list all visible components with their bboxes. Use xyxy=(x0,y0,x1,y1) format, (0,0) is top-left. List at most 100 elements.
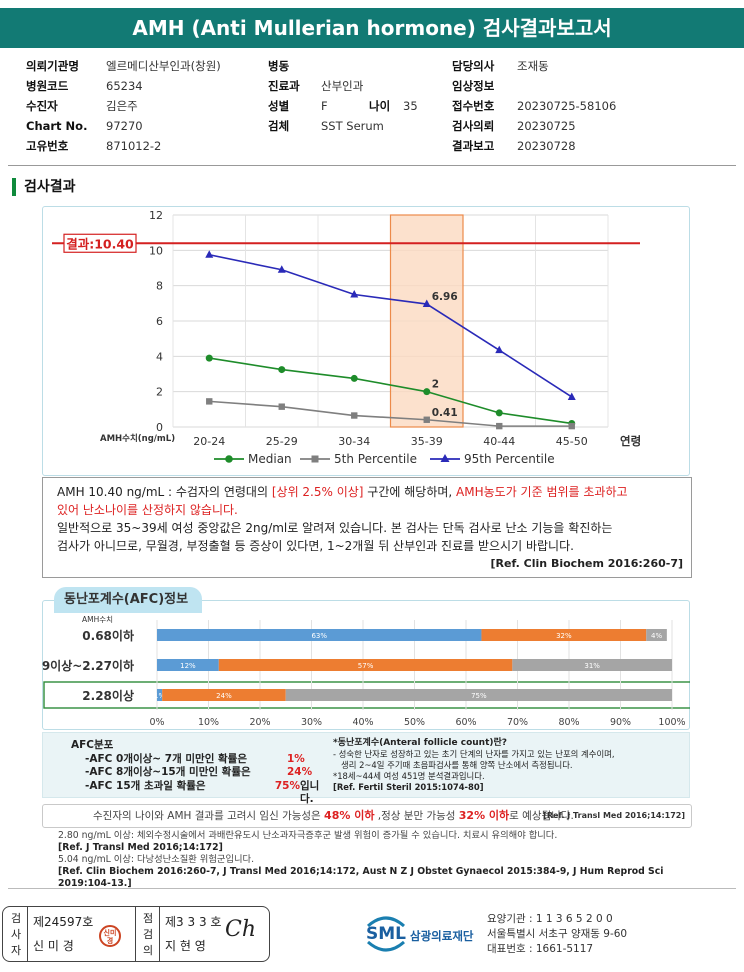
y-tick-label: 6 xyxy=(156,315,163,328)
afc-x-tick: 50% xyxy=(404,717,425,728)
reviewer-license: 제3 3 3 호 xyxy=(165,915,222,929)
y-tick-label: 2 xyxy=(156,386,163,399)
afc-x-tick: 60% xyxy=(455,717,476,728)
info-value: 20230725 xyxy=(517,119,576,133)
data-point xyxy=(567,392,576,400)
footer-divider xyxy=(8,888,736,889)
info-label: 진료과 xyxy=(268,79,300,93)
afc-bar-segment xyxy=(285,689,672,701)
patient-info-col1: 의뢰기관명 엘르메디산부인과(창원) 병원코드 65234 수진자 김은주 Chart No… xyxy=(26,56,276,156)
data-label: 6.96 xyxy=(432,291,458,303)
afc-bar-segment xyxy=(218,659,513,671)
info-value: SST Serum xyxy=(321,119,384,133)
afc-bar-segment xyxy=(481,629,647,641)
afc-def-line3: *18세~44세 여성 451명 분석결과입니다. xyxy=(333,771,485,781)
lab-phone: 대표번호 : 1661-5117 xyxy=(487,943,594,955)
data-point xyxy=(278,403,285,410)
y-tick-label: 8 xyxy=(156,280,163,293)
data-point xyxy=(277,265,286,273)
data-point xyxy=(495,345,504,354)
lab-code: 요양기관 : 1 1 3 6 5 2 0 0 xyxy=(487,913,613,925)
info-label: 성별 xyxy=(268,99,290,113)
y-axis-label: AMH수치(ng/mL) xyxy=(100,433,175,444)
y-tick-label: 10 xyxy=(149,244,163,257)
tester-stamp: 신미경 xyxy=(99,925,121,947)
info-row: 담당의사 조재동 xyxy=(452,56,722,76)
afc-stacked-bar-chart: AMH수치 0% 10% 20% 30% 40% 50% 60% 70% 80% 90% 100% 0.… xyxy=(42,615,690,728)
info-label: 검체 xyxy=(268,119,290,133)
series-line-95th-percentile xyxy=(209,253,573,398)
desc-line-1: AMH 10.40 ng/mL : 수검자의 연령대의 [상위 2.5% 이상]… xyxy=(57,485,628,499)
data-point xyxy=(351,412,358,419)
info-row: 성별 F xyxy=(268,96,448,116)
x-axis-suffix: 연령 xyxy=(620,434,641,448)
afc-segment-label: 75% xyxy=(471,692,487,700)
afc-row-label: 2.28이상 xyxy=(82,688,134,703)
afc-bar-segment xyxy=(157,689,163,701)
afc-x-tick: 80% xyxy=(558,717,579,728)
afc-def-line1: - 성숙한 난자로 성장하고 있는 초기 단계의 난자를 가지고 있는 난포의 … xyxy=(333,749,615,759)
afc-bar-segment xyxy=(512,659,672,671)
info-label: 임상정보 xyxy=(452,79,495,93)
y-tick-label: 0 xyxy=(156,421,163,434)
info-row: 병원코드 65234 xyxy=(26,76,276,96)
desc-line-3: 일반적으로 35~39세 여성 중앙값은 2ng/ml로 알려져 있습니다. 본… xyxy=(57,521,613,535)
afc-panel: AMH수치 0% 10% 20% 30% 40% 50% 60% 70% 80% 90% 100% 0.… xyxy=(42,600,690,730)
lab-logo-mark-icon xyxy=(367,916,405,952)
data-point xyxy=(422,299,431,308)
legend-label: 5th Percentile xyxy=(334,452,417,466)
header-divider xyxy=(8,165,736,166)
y-tick-label: 12 xyxy=(149,209,163,222)
x-tick-label: 35-39 xyxy=(411,435,443,448)
data-point xyxy=(350,290,359,298)
info-row: 검체 SST Serum xyxy=(268,116,448,136)
data-point xyxy=(423,416,430,423)
afc-x-tick: 10% xyxy=(198,717,219,728)
info-row: 결과보고 20230728 xyxy=(452,136,722,156)
afc-def-title: *동난포계수(Anteral follicle count)란? xyxy=(333,738,507,748)
afc-row-label: 0.69이상~2.27이하 xyxy=(42,658,134,673)
info-value: 산부인과 xyxy=(321,79,364,93)
clinical-notes: 2.80 ng/mL 이상: 체외수정시술에서 과배란유도시 난소과자극증후군 … xyxy=(58,830,698,890)
desc-line-4: 검사가 아니므로, 무월경, 부정출혈 등 증상이 있다면, 1~2개월 뒤 산… xyxy=(57,539,574,553)
x-tick-label: 40-44 xyxy=(483,435,515,448)
info-label: 수진자 xyxy=(26,99,58,113)
afc-segment-label: 12% xyxy=(180,662,196,670)
data-point xyxy=(206,398,213,405)
legend-label: 95th Percentile xyxy=(464,452,555,466)
lab-address: 서울특별시 서초구 양재동 9-60 xyxy=(487,928,628,940)
data-point xyxy=(568,422,575,430)
afc-x-tick: 90% xyxy=(610,717,631,728)
afc-distribution: AFC분포 -AFC 0개이상~ 7개 미만인 확률은 1% -AFC 8개이상~1… xyxy=(71,739,331,807)
info-value: 65234 xyxy=(106,79,143,93)
afc-tab-title: 동난포계수(AFC)정보 xyxy=(54,587,202,613)
data-point xyxy=(496,422,503,430)
afc-definition: *동난포계수(Anteral follicle count)란? - 성숙한 난… xyxy=(333,738,689,793)
lab-logo-text: SML xyxy=(366,924,406,944)
info-row: 임상정보 xyxy=(452,76,722,96)
data-label: 2 xyxy=(432,379,439,391)
pregnancy-summary: 수진자의 나이와 AMH 결과를 고려시 임신 가능성은 48% 이하 ,정상 … xyxy=(42,804,692,828)
info-label: 담당의사 xyxy=(452,59,495,73)
info-row: 의뢰기관명 엘르메디산부인과(창원) xyxy=(26,56,276,76)
note-ref-1: [Ref. J Transl Med 2016;14:172] xyxy=(58,842,223,853)
info-label: 검사의뢰 xyxy=(452,119,495,133)
desc-line-2: 있어 난소나이를 산정하지 않습니다. xyxy=(57,503,238,517)
legend-marker xyxy=(225,455,233,463)
afc-segment-label: 31% xyxy=(584,662,600,670)
info-value: F xyxy=(321,99,328,113)
info-row: 병동 xyxy=(268,56,448,76)
note-ref-2: [Ref. Clin Biochem 2016:260-7, J Transl … xyxy=(58,866,664,889)
afc-def-ref: [Ref. Fertil Steril 2015:1074-80] xyxy=(333,782,484,792)
afc-x-tick: 0% xyxy=(149,717,164,728)
legend-marker xyxy=(440,454,450,462)
info-label: 병원코드 xyxy=(26,79,69,93)
note-line-1: 2.80 ng/mL 이상: 체외수정시술에서 과배란유도시 난소과자극증후군 … xyxy=(58,830,558,841)
series-line-median xyxy=(209,357,572,425)
age-label: 나이 xyxy=(369,99,391,113)
afc-dist-row: -AFC 8개이상~15개 미만인 확률은 24% xyxy=(85,766,313,778)
info-row: 수진자 김은주 xyxy=(26,96,276,116)
report-title: AMH (Anti Mullerian hormone) 검사결과보고서 xyxy=(0,8,744,48)
